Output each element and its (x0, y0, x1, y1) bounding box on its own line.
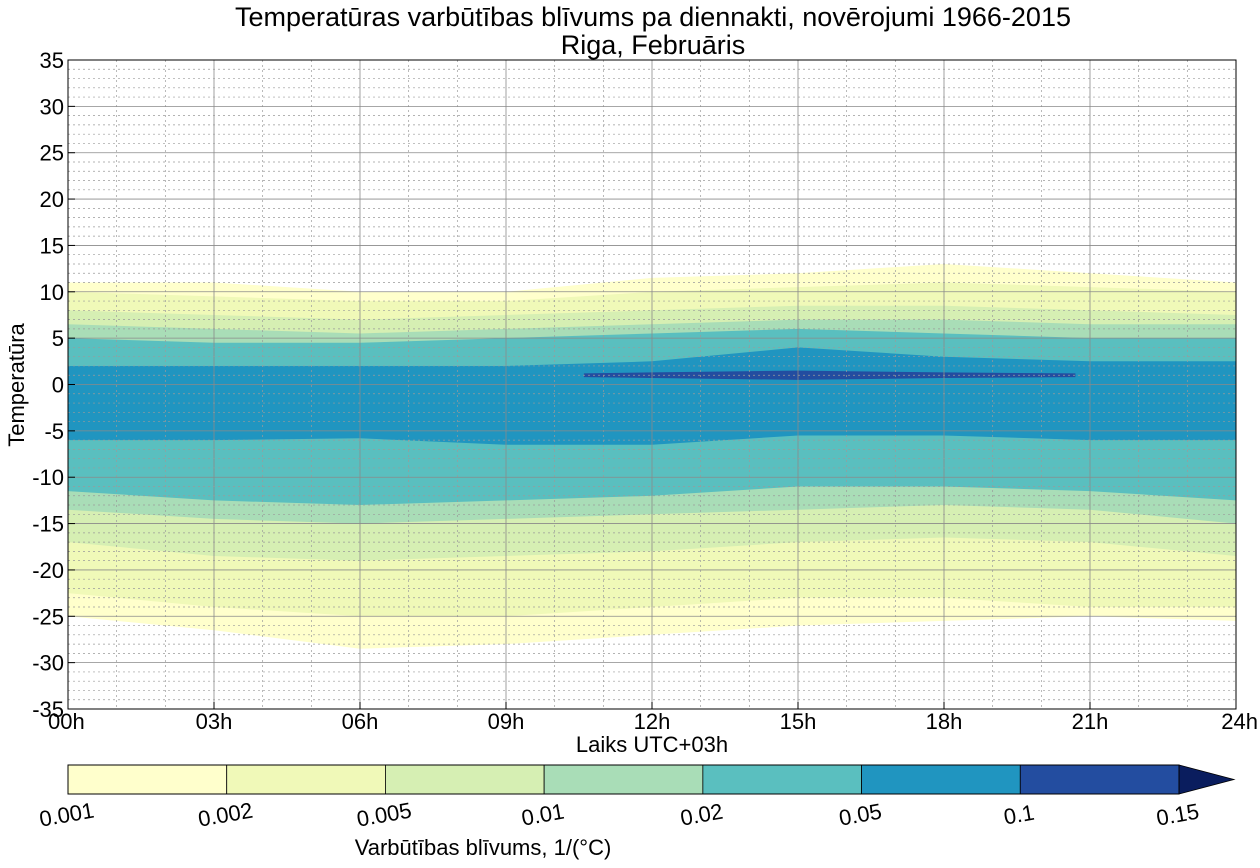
colorbar-segment-0.05 (861, 764, 1021, 795)
y-tick-label: 25 (40, 141, 64, 166)
colorbar-tick-label: 0.001 (37, 798, 96, 832)
y-axis-label: Temperatūra (4, 322, 29, 446)
x-tick-label: 06h (342, 709, 379, 734)
colorbar-tick-label: 0.15 (1154, 799, 1201, 831)
y-tick-label: 10 (40, 280, 64, 305)
colorbar-segment-0.001 (67, 764, 228, 795)
colorbar-tick-label: 0.005 (355, 798, 414, 832)
colorbar (67, 764, 1236, 795)
y-tick-label: -30 (32, 651, 64, 676)
colorbar-extend-arrow (1178, 764, 1236, 795)
y-tick-label: -5 (44, 419, 64, 444)
y-tick-label: -20 (32, 558, 64, 583)
y-tick-label: 0 (52, 373, 64, 398)
x-tick-label: 18h (926, 709, 963, 734)
y-tick-label: -25 (32, 604, 64, 629)
x-tick-label: 03h (196, 709, 233, 734)
colorbar-tick-label: 0.02 (678, 799, 725, 831)
y-tick-label: -10 (32, 465, 64, 490)
y-axis-ticks: -35 -30 -25 -20 -15 -10 -5 0 5 10 15 20 25 30 35 (32, 48, 75, 722)
colorbar-segment-0.005 (385, 764, 545, 795)
y-tick-label: 30 (40, 94, 64, 119)
colorbar-frame (67, 764, 1180, 795)
y-tick-label: -35 (32, 697, 64, 722)
x-tick-label: 00h (48, 709, 85, 734)
chart-subtitle: Riga, Februāris (561, 30, 746, 60)
colorbar-ticks: 0.001 0.002 0.005 0.01 0.02 0.05 0.1 0.15 (37, 798, 1201, 832)
x-tick-label: 15h (780, 709, 817, 734)
x-axis-label: Laiks UTC+03h (576, 732, 728, 757)
colorbar-tick-label: 0.002 (196, 798, 255, 832)
grid-lines (68, 60, 1236, 709)
y-tick-label: 20 (40, 187, 64, 212)
colorbar-segment-0.1 (1019, 764, 1180, 795)
colorbar-tick-label: 0.05 (837, 799, 884, 831)
y-tick-label: 35 (40, 48, 64, 73)
x-tick-label: 09h (488, 709, 525, 734)
colorbar-segment-0.01 (543, 764, 704, 795)
y-tick-label: 15 (40, 233, 64, 258)
chart-title: Temperatūras varbūtības blīvums pa dienn… (235, 2, 1071, 32)
x-axis-ticks: 00h 03h 06h 09h 12h 15h 18h 21h 24h (48, 702, 1258, 734)
colorbar-segment-0.02 (702, 764, 862, 795)
x-tick-label: 12h (634, 709, 671, 734)
y-tick-label: -15 (32, 512, 64, 537)
y-tick-label: 5 (52, 326, 64, 351)
x-tick-label: 21h (1072, 709, 1109, 734)
colorbar-label: Varbūtības blīvums, 1/(°C) (355, 835, 612, 860)
colorbar-tick-label: 0.01 (520, 799, 567, 831)
colorbar-segment-0.002 (226, 764, 386, 795)
colorbar-tick-label: 0.1 (1002, 800, 1036, 830)
x-tick-label: 24h (1221, 709, 1258, 734)
